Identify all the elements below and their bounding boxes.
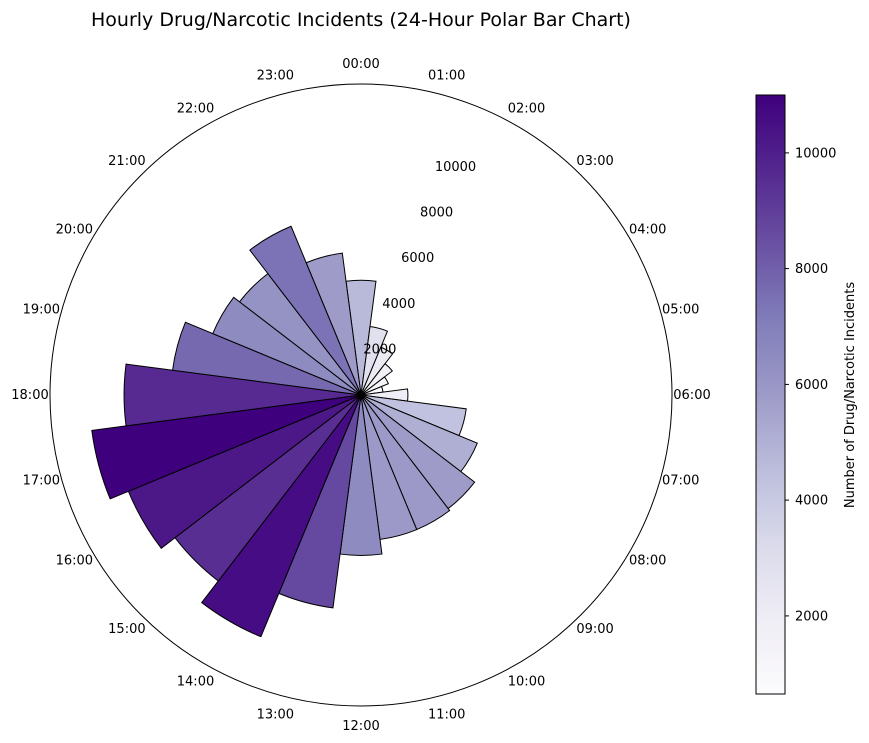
bar-hour-17 [91,394,362,500]
hour-label-04: 04:00 [629,223,666,238]
radial-tick-6000: 6000 [401,251,434,266]
hour-label-22: 22:00 [177,101,214,116]
bar-hour-18 [123,363,362,427]
hour-label-17: 17:00 [23,474,60,489]
polar-frame [49,83,673,707]
bar-hour-20 [212,296,362,396]
hour-label-13: 13:00 [257,708,294,723]
colorbar-tick-label-6000: 6000 [795,378,828,393]
hour-labels: 00:00 01:00 02:00 03:00 04:00 05:00 06:00 07:00… [11,57,710,734]
colorbar-label: Number of Drug/Narcotic Incidents [843,282,858,509]
bar-hour-22 [249,225,362,396]
colorbar-tick-label-4000: 4000 [795,494,828,509]
bar-hour-23 [305,252,362,396]
bar-hour-02 [360,346,394,396]
hour-label-12: 12:00 [342,719,379,734]
hour-label-00: 00:00 [342,57,379,72]
radial-tick-8000: 8000 [420,206,453,221]
bar-hour-19 [172,321,362,396]
hour-label-06: 06:00 [673,388,710,403]
colorbar-gradient [755,94,786,695]
hour-label-15: 15:00 [108,622,145,637]
radial-tick-2000: 2000 [363,342,396,357]
hour-label-23: 23:00 [257,68,294,83]
hour-label-14: 14:00 [177,675,214,690]
bar-hour-03 [360,362,394,396]
colorbar-tick-label-8000: 8000 [795,262,828,277]
colorbar-ticks: 2000 4000 6000 8000 10000 [785,146,836,624]
colorbar-tick-label-10000: 10000 [795,146,836,161]
radial-tick-labels: 2000 4000 6000 8000 10000 [363,160,476,357]
radial-tick-4000: 4000 [382,297,415,312]
hour-label-01: 01:00 [428,68,465,83]
chart-title: Hourly Drug/Narcotic Incidents (24-Hour … [91,9,631,31]
hour-label-18: 18:00 [11,388,48,403]
bars-group [91,225,478,638]
hour-label-08: 08:00 [629,554,666,569]
hour-label-05: 05:00 [662,302,699,317]
hour-label-16: 16:00 [56,554,93,569]
hour-label-09: 09:00 [576,622,613,637]
hour-label-07: 07:00 [662,474,699,489]
hour-label-02: 02:00 [508,101,545,116]
hour-label-03: 03:00 [576,154,613,169]
bar-hour-14 [201,394,362,638]
colorbar-tick-label-2000: 2000 [795,609,828,624]
colorbar: 2000 4000 6000 8000 10000 Number of Drug/Nar… [755,94,858,695]
hour-label-20: 20:00 [56,223,93,238]
hour-label-11: 11:00 [428,708,465,723]
hour-label-10: 10:00 [508,675,545,690]
radial-tick-10000: 10000 [435,160,476,175]
bar-hour-04 [360,376,390,396]
hour-label-21: 21:00 [108,154,145,169]
hour-label-19: 19:00 [23,302,60,317]
